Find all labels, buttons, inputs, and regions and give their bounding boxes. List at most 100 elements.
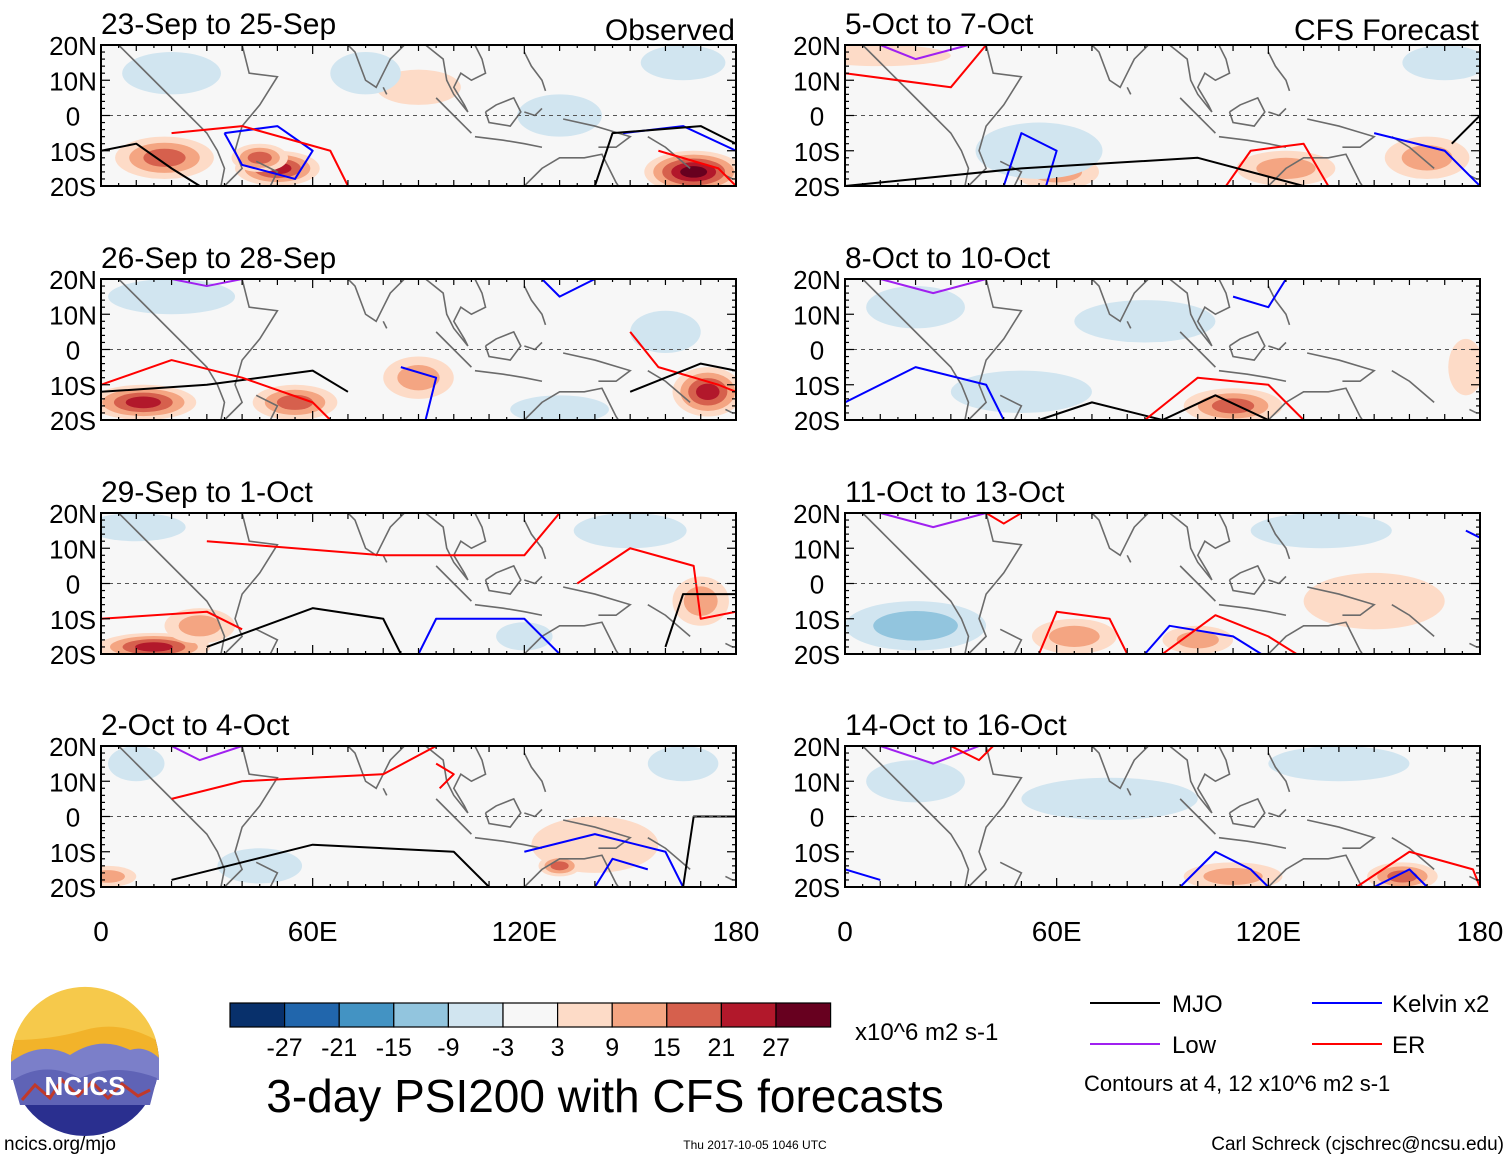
- coastline: [346, 279, 406, 323]
- column-tag: Observed: [605, 14, 735, 47]
- coastline: [647, 135, 691, 169]
- contour-kelvin-x2: [845, 868, 881, 881]
- coastline: [1218, 369, 1287, 383]
- contour-er: [576, 547, 736, 620]
- anomaly-band: [143, 148, 186, 167]
- lat-label: 10S: [50, 605, 96, 635]
- contour-kelvin-x2: [1373, 868, 1428, 887]
- anomaly-band: [680, 166, 708, 178]
- contour-kelvin-x2: [1373, 132, 1480, 186]
- anomaly-band: [845, 45, 951, 67]
- panel-field: [101, 279, 736, 420]
- coastline: [967, 513, 1023, 654]
- lat-label: 10S: [50, 371, 96, 401]
- lat-label: 0: [66, 102, 80, 132]
- legend-label-er: ER: [1392, 1032, 1425, 1059]
- anomaly-band: [1268, 746, 1410, 782]
- lat-label: 10N: [49, 66, 97, 96]
- coastline: [1306, 819, 1376, 850]
- contour-er: [101, 610, 243, 631]
- colorbar-tick-label: -15: [376, 1034, 412, 1062]
- anomaly-band: [1387, 870, 1418, 883]
- anomaly-band: [647, 746, 719, 782]
- contour-er: [629, 331, 736, 393]
- legend-label-mjo: MJO: [1172, 991, 1223, 1018]
- coastline: [223, 45, 279, 186]
- anomaly-band: [696, 383, 720, 401]
- coastline: [1391, 603, 1435, 637]
- ncics-logo: NCICS: [11, 986, 159, 1136]
- lat-label: 10S: [50, 838, 96, 868]
- contour-low: [171, 279, 243, 288]
- coastline: [1469, 875, 1477, 881]
- lon-label: 60E: [1032, 916, 1082, 947]
- coastline: [1169, 279, 1231, 347]
- contour-kelvin-x2: [223, 125, 314, 180]
- coastline: [1228, 564, 1266, 595]
- contour-er: [101, 359, 332, 420]
- lat-label: 10N: [49, 534, 97, 564]
- coastline: [1267, 519, 1291, 560]
- coastline: [474, 603, 543, 617]
- contour-low: [880, 279, 987, 295]
- legend-item-er: ER: [1312, 1032, 1425, 1059]
- coastline: [1391, 135, 1435, 169]
- column-tag: CFS Forecast: [1294, 14, 1480, 47]
- lat-label: 0: [66, 570, 80, 600]
- lat-label: 20N: [793, 31, 841, 61]
- panel-title: 29-Sep to 1-Oct: [101, 476, 313, 509]
- logo-text: NCICS: [45, 1071, 126, 1101]
- coastline: [425, 45, 487, 113]
- colorbar-tick-label: -27: [267, 1034, 303, 1062]
- colorbar-tick-label: 3: [551, 1034, 565, 1062]
- lon-label: 0: [93, 916, 109, 947]
- coastline: [425, 279, 487, 347]
- panel: 20N 10N 0 10S 20S 14-Oct to 16-Oct: [793, 709, 1481, 903]
- coastline: [647, 603, 691, 637]
- coastline: [562, 819, 632, 850]
- panel-title: 14-Oct to 16-Oct: [845, 709, 1067, 742]
- anomaly-band: [873, 610, 958, 641]
- colorbar-swatch: [720, 1002, 777, 1028]
- coastline: [346, 45, 406, 89]
- anomaly-band: [178, 615, 221, 637]
- coastline: [999, 628, 1023, 654]
- panel-title: 26-Sep to 28-Sep: [101, 242, 336, 275]
- lat-label: 10S: [794, 838, 840, 868]
- coastline: [1267, 285, 1291, 326]
- coastline: [1039, 45, 1042, 46]
- contour-mjo: [101, 142, 201, 186]
- coastline: [255, 861, 279, 887]
- coastline: [1267, 752, 1291, 793]
- panel: 20N 10N 0 10S 20S 26-Sep to 28-Sep: [49, 242, 737, 436]
- anomaly-band: [1250, 513, 1392, 549]
- lat-label: 20S: [50, 406, 96, 436]
- anomaly-band: [573, 513, 687, 549]
- panel: 20N 10N 0 10S 20S 8-Oct to 10-Oct: [793, 242, 1481, 436]
- coastline: [474, 836, 543, 850]
- footer-url: ncics.org/mjo: [4, 1134, 116, 1155]
- contour-low: [171, 746, 243, 762]
- colorbar-swatch: [447, 1002, 504, 1028]
- contour-mjo: [593, 125, 736, 186]
- lat-label: 20S: [50, 640, 96, 670]
- contour-kelvin-x2: [1232, 279, 1287, 309]
- lat-label: 20N: [49, 265, 97, 295]
- coastline: [382, 554, 388, 563]
- anomaly-band: [1401, 145, 1453, 171]
- contour-mjo: [206, 607, 402, 654]
- lon-label: 60E: [288, 916, 338, 947]
- anomaly-band: [866, 760, 965, 803]
- lat-label: 20S: [50, 873, 96, 903]
- coastline: [523, 51, 547, 92]
- coastline: [425, 513, 487, 581]
- panel: 20N 10N 0 10S 20S 23-Sep to 25-Sep Observed: [49, 8, 737, 202]
- coastline: [647, 369, 691, 403]
- coastline: [382, 320, 388, 329]
- legend-item-kelvin: Kelvin x2: [1312, 991, 1489, 1018]
- contour-er: [206, 513, 561, 557]
- coastline: [725, 408, 733, 414]
- colorbar-tick-label: 15: [653, 1034, 681, 1062]
- lat-label: 20N: [793, 499, 841, 529]
- lon-label: 180: [713, 916, 760, 947]
